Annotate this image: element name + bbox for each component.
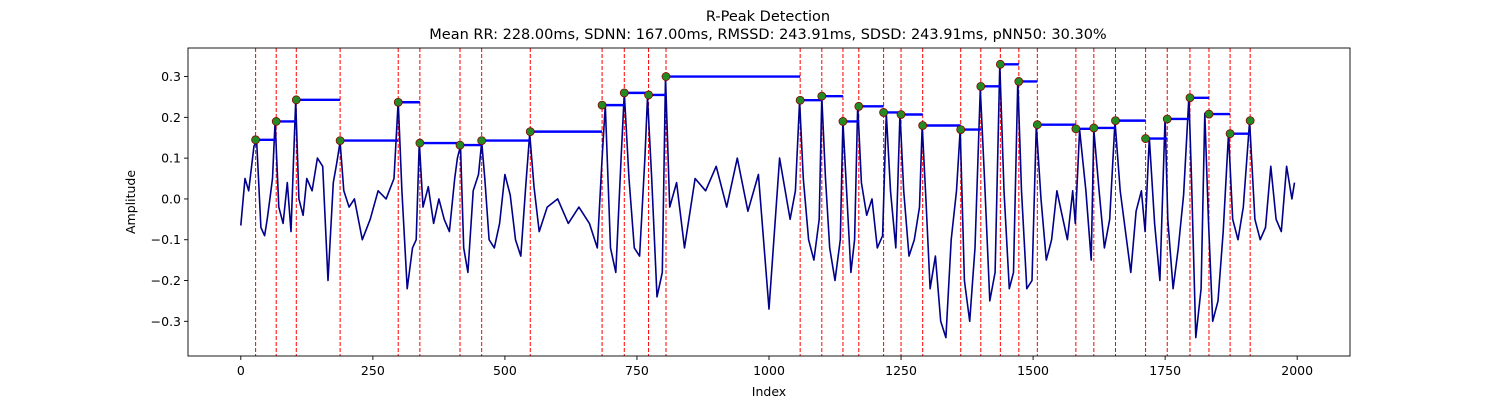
peak-lines — [255, 48, 1251, 356]
x-tick-label: 750 — [625, 363, 649, 378]
peak-marker — [879, 108, 889, 117]
y-tick-label: 0.0 — [161, 191, 181, 206]
peak-marker — [838, 117, 848, 126]
peak-marker — [956, 125, 966, 134]
peak-marker — [854, 101, 864, 111]
peak-marker — [1162, 114, 1172, 124]
x-tick-label: 2000 — [1281, 363, 1313, 378]
plot-area — [187, 47, 1351, 357]
x-tick-label: 1000 — [753, 363, 785, 378]
peak-marker — [644, 90, 653, 100]
y-tick-label: −0.2 — [151, 273, 181, 288]
rr-segments — [255, 63, 1251, 147]
peak-marker — [817, 91, 827, 101]
peak-marker — [291, 95, 301, 105]
peak-marker — [896, 110, 906, 119]
y-axis-label: Amplitude — [123, 170, 138, 234]
peak-marker — [661, 72, 671, 81]
peak-marker — [1032, 120, 1042, 130]
x-axis-label: Index — [752, 384, 786, 399]
x-axis: 0 250 500 750 1000 1250 1500 1750 2000 — [237, 356, 1313, 378]
peak-marker — [335, 136, 345, 146]
peak-marker — [1185, 93, 1195, 103]
peak-marker — [1141, 134, 1150, 143]
peak-marker — [918, 121, 928, 130]
x-tick-label: 1250 — [885, 363, 917, 378]
peak-marker — [455, 140, 465, 150]
peak-marker — [393, 97, 403, 107]
peak-markers — [251, 59, 1255, 150]
x-tick-label: 1750 — [1149, 363, 1181, 378]
peak-marker — [271, 117, 281, 126]
peak-marker — [251, 135, 261, 145]
x-tick-label: 1500 — [1017, 363, 1049, 378]
y-tick-label: −0.3 — [151, 314, 181, 329]
peak-marker — [1071, 124, 1081, 134]
x-tick-label: 500 — [493, 363, 517, 378]
y-tick-label: −0.1 — [151, 232, 181, 247]
peak-marker — [795, 95, 805, 105]
x-tick-label: 0 — [237, 363, 245, 378]
peak-marker — [619, 88, 629, 98]
y-tick-label: 0.3 — [161, 69, 181, 84]
peak-marker — [597, 100, 607, 110]
y-axis: −0.3 −0.2 −0.1 0.0 0.1 0.2 0.3 — [151, 69, 188, 329]
chart-subtitle: Mean RR: 228.00ms, SDNN: 167.00ms, RMSSD… — [429, 27, 1106, 43]
peak-marker — [477, 136, 487, 146]
peak-marker — [1089, 123, 1099, 133]
peak-marker — [415, 138, 425, 148]
x-tick-label: 250 — [361, 363, 385, 378]
peak-marker — [995, 59, 1005, 69]
y-tick-label: 0.2 — [161, 110, 181, 125]
peak-marker — [1111, 116, 1120, 126]
peak-marker — [1225, 129, 1235, 139]
peak-marker — [976, 81, 986, 91]
peak-marker — [525, 127, 535, 137]
y-tick-label: 0.1 — [161, 151, 181, 166]
peak-marker — [1014, 77, 1024, 86]
peak-marker — [1204, 109, 1214, 119]
chart-title: R-Peak Detection — [706, 9, 830, 25]
peak-marker — [1245, 116, 1255, 126]
